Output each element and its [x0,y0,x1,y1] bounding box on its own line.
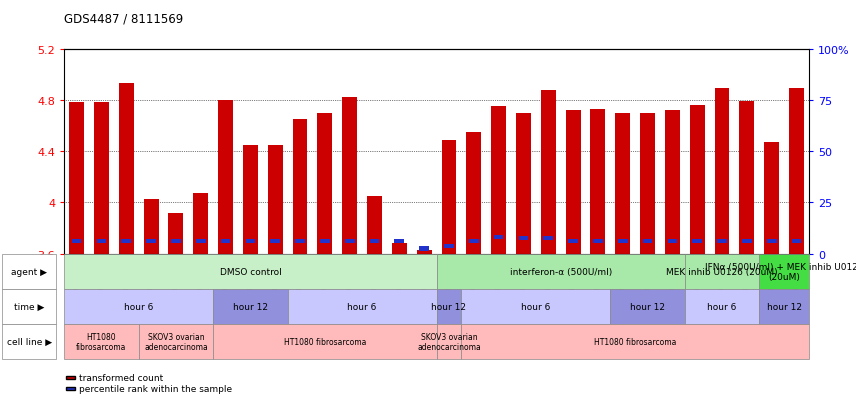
Bar [491,107,506,254]
Text: HT1080 fibrosarcoma: HT1080 fibrosarcoma [283,337,366,346]
Text: MEK inhib U0126 (20uM): MEK inhib U0126 (20uM) [666,267,778,276]
Bar [444,244,454,249]
Bar [370,239,379,243]
Bar [789,89,804,254]
Text: time ▶: time ▶ [14,302,45,311]
Text: IFNα (500U/ml) + MEK inhib U0126
(20uM): IFNα (500U/ml) + MEK inhib U0126 (20uM) [704,262,856,281]
Bar [467,133,481,254]
Bar [221,239,230,243]
Text: hour 6: hour 6 [521,302,550,311]
Bar [392,244,407,254]
Text: GDS4487 / 8111569: GDS4487 / 8111569 [64,12,183,25]
Bar [591,109,605,254]
Bar [295,239,305,243]
Text: hour 12: hour 12 [767,302,801,311]
Text: agent ▶: agent ▶ [11,267,47,276]
Bar [72,239,81,243]
Bar [293,120,307,254]
Bar [717,239,727,243]
Bar [97,239,106,243]
Text: hour 6: hour 6 [124,302,153,311]
Bar [345,239,354,243]
Text: DMSO control: DMSO control [219,267,282,276]
Bar [419,247,429,251]
Bar [395,239,404,243]
Text: cell line ▶: cell line ▶ [7,337,51,346]
Text: HT1080 fibrosarcoma: HT1080 fibrosarcoma [594,337,676,346]
Bar [146,239,156,243]
Bar [764,143,779,254]
Text: HT1080
fibrosarcoma: HT1080 fibrosarcoma [76,332,127,351]
Bar [767,239,776,243]
Bar [169,213,183,254]
Bar [469,239,479,243]
Bar [690,106,704,254]
Text: transformed count: transformed count [79,373,163,382]
Bar [643,239,652,243]
Bar [270,239,280,243]
Bar [640,114,655,254]
Bar [665,111,680,254]
Bar [494,235,503,240]
Bar [544,236,553,241]
Bar [119,84,134,254]
Bar [342,98,357,254]
Text: hour 12: hour 12 [431,302,467,311]
Bar [69,103,84,254]
Bar [541,90,556,254]
Text: hour 6: hour 6 [707,302,737,311]
Bar [193,194,208,254]
Bar [122,239,131,243]
Text: SKOV3 ovarian
adenocarcinoma: SKOV3 ovarian adenocarcinoma [144,332,208,351]
Bar [742,239,752,243]
Bar [792,239,801,243]
Bar [715,89,729,254]
Bar [593,239,603,243]
Text: hour 12: hour 12 [233,302,268,311]
Bar [740,102,754,254]
Bar [171,239,181,243]
Bar [320,239,330,243]
Bar [417,250,431,254]
Bar [668,239,677,243]
Bar [615,114,630,254]
Text: percentile rank within the sample: percentile rank within the sample [79,384,232,393]
Bar [268,145,282,254]
Bar [144,199,158,254]
Bar [243,145,258,254]
Bar [516,114,531,254]
Bar [367,197,382,254]
Bar [618,239,627,243]
Bar [318,114,332,254]
Bar [519,236,528,241]
Bar [196,239,205,243]
Text: SKOV3 ovarian
adenocarcinoma: SKOV3 ovarian adenocarcinoma [417,332,481,351]
Bar [246,239,255,243]
Bar [693,239,702,243]
Text: hour 6: hour 6 [348,302,377,311]
Text: hour 12: hour 12 [630,302,665,311]
Text: interferon-α (500U/ml): interferon-α (500U/ml) [509,267,612,276]
Bar [94,103,109,254]
Bar [568,239,578,243]
Bar [218,101,233,254]
Bar [442,140,456,254]
Bar [566,111,580,254]
